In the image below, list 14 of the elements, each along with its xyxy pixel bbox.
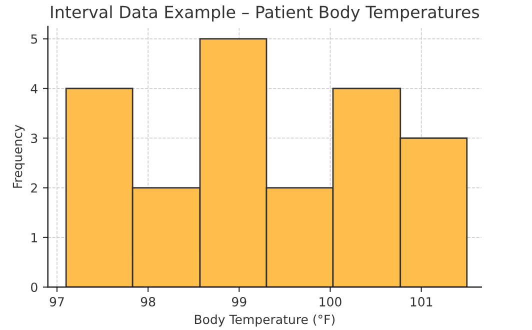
x-tick-label: 101 [410,297,432,306]
x-tick-label: 98 [140,297,156,306]
y-tick-label: 3 [31,134,38,144]
y-axis-title: Frequency [12,124,25,188]
y-tick-label: 4 [30,84,38,94]
y-tick-label: 1 [32,233,38,242]
y-tick-label: 5 [31,34,38,44]
chart-title: Interval Data Example – Patient Body Temperatures [51,5,480,22]
x-tick-label: 99 [232,297,246,306]
x-tick-label: 97 [50,297,64,306]
y-tick-label: 2 [31,183,37,193]
x-tick-label: 100 [320,297,342,306]
y-tick-label: 0 [31,282,38,292]
x-axis-title: Body Temperature (°F) [194,314,335,327]
